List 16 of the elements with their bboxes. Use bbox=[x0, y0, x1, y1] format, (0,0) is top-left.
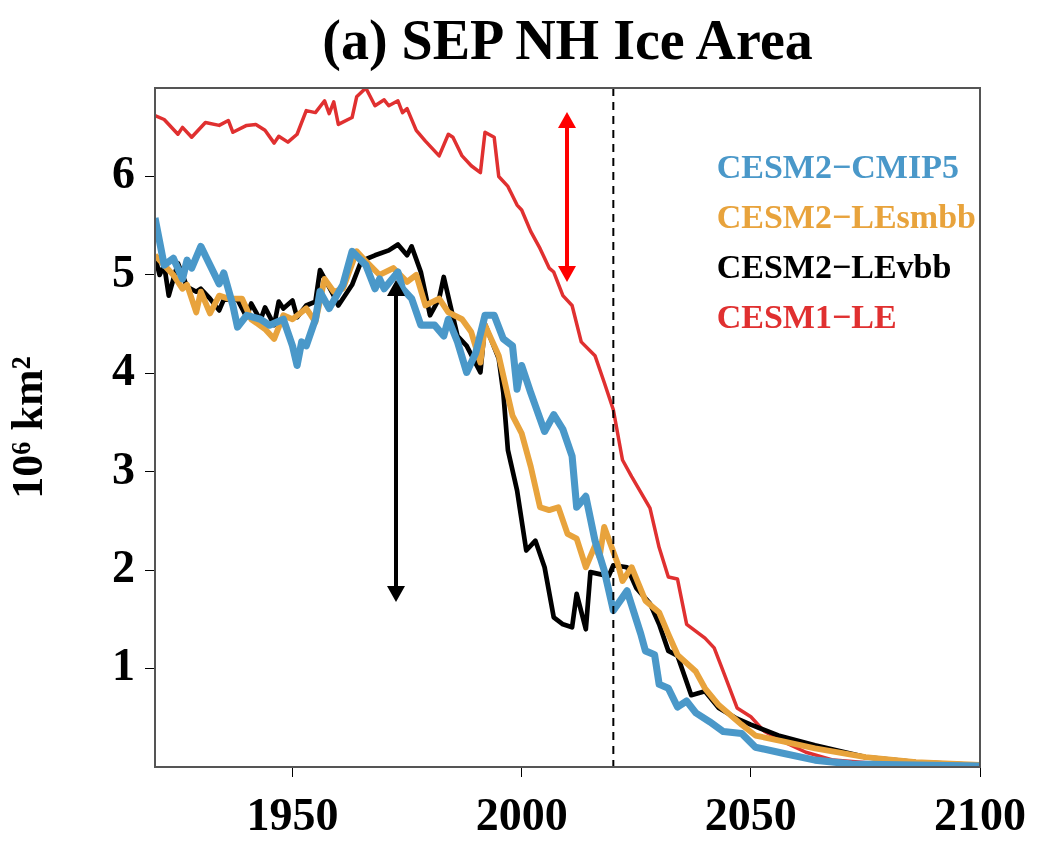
y-tick-label: 3 bbox=[112, 442, 135, 494]
x-tick-label: 2100 bbox=[934, 789, 1026, 841]
y-axis-title: 10⁶ km² bbox=[2, 356, 52, 499]
y-tick-label: 4 bbox=[112, 344, 135, 396]
y-tick-label: 2 bbox=[112, 541, 135, 593]
text: CESM1−LE bbox=[716, 297, 898, 337]
x-tick-label: 2050 bbox=[704, 789, 797, 841]
text: CESM2−LEvbb bbox=[716, 247, 953, 287]
x-tick-label: 2000 bbox=[475, 789, 568, 841]
y-tick-label: 1 bbox=[112, 639, 135, 691]
y-tick-label: 6 bbox=[112, 147, 135, 199]
text: CESM2−LEsmbb bbox=[716, 197, 976, 237]
text: CESM2−CMIP5 bbox=[716, 147, 960, 187]
x-tick-label: 1950 bbox=[246, 789, 339, 841]
chart-title: (a) SEP NH Ice Area bbox=[321, 8, 814, 73]
y-tick-label: 5 bbox=[112, 245, 135, 297]
